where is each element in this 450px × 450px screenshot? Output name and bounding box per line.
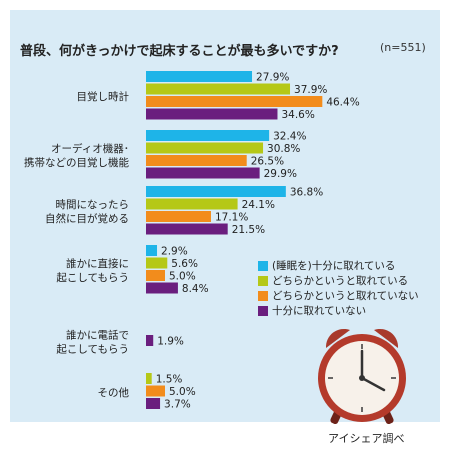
category-label: 誰かに電話で <box>66 328 129 341</box>
bar <box>146 155 247 166</box>
legend-item: (睡眠を)十分に取れている <box>258 258 419 273</box>
legend-label: 十分に取れていない <box>272 305 367 317</box>
category-label: 自然に目が覚める <box>45 212 129 225</box>
data-label: 8.4% <box>182 283 209 295</box>
bar <box>146 108 278 120</box>
data-label: 21.5% <box>232 224 265 236</box>
data-label: 27.9% <box>256 72 289 84</box>
bar <box>146 398 161 409</box>
legend-label: どちらかというと取れていない <box>272 290 419 302</box>
bar <box>146 142 264 154</box>
data-label: 26.5% <box>251 156 284 168</box>
bar <box>146 96 323 107</box>
source-credit: アイシェア調べ <box>328 432 405 445</box>
data-label: 5.6% <box>171 258 198 270</box>
bar <box>146 211 211 222</box>
bar <box>146 198 238 210</box>
legend-item: どちらかというと取れている <box>258 273 419 288</box>
bar <box>146 257 168 269</box>
legend-swatch <box>258 305 268 316</box>
bar <box>146 385 165 397</box>
bar <box>146 167 260 179</box>
chart-title: 普段、何がきっかけで起床することが最も多いですか? <box>20 44 339 59</box>
data-label: 1.9% <box>157 336 184 348</box>
category-label: 起こしてもらう <box>56 343 129 355</box>
data-label: 36.8% <box>290 187 323 199</box>
bar <box>146 223 228 235</box>
data-label: 1.5% <box>156 374 183 386</box>
legend: (睡眠を)十分に取れているどちらかというと取れている どちらかというと取れていない… <box>258 258 419 318</box>
legend-item: 十分に取れていない <box>258 303 419 318</box>
data-label: 24.1% <box>242 199 275 211</box>
category-label: 目覚し時計 <box>77 90 130 103</box>
bar <box>146 71 253 82</box>
bar <box>146 83 291 95</box>
sample-size-note: (n=551) <box>380 41 426 54</box>
category-label: オーディオ機器･ <box>51 142 129 155</box>
category-label: 起こしてもらう <box>56 272 129 284</box>
category-label: その他 <box>98 386 130 399</box>
legend-label: どちらかというと取れている <box>272 275 409 287</box>
data-label: 37.9% <box>294 84 327 96</box>
data-label: 3.7% <box>164 399 191 411</box>
bar <box>146 335 154 346</box>
data-label: 29.9% <box>264 168 297 180</box>
bar <box>146 130 270 141</box>
data-label: 17.1% <box>215 212 248 224</box>
category-label: 誰かに直接に <box>66 257 129 270</box>
data-label: 2.9% <box>161 246 188 258</box>
alarm-clock-icon <box>318 328 406 425</box>
legend-swatch <box>258 290 268 301</box>
bar <box>146 186 286 197</box>
data-label: 34.6% <box>281 109 314 121</box>
data-label: 30.8% <box>267 143 300 155</box>
legend-swatch <box>258 275 268 286</box>
legend-label: (睡眠を)十分に取れている <box>272 260 396 272</box>
bar <box>146 373 152 384</box>
data-label: 46.4% <box>326 97 359 109</box>
bar <box>146 245 158 256</box>
legend-swatch <box>258 260 268 271</box>
bar <box>146 270 165 281</box>
data-label: 5.0% <box>169 386 196 398</box>
data-label: 5.0% <box>169 271 196 283</box>
category-label: 携帯などの目覚し機能 <box>24 156 129 169</box>
category-label: 時間になったら <box>56 199 130 211</box>
legend-item: どちらかというと取れていない <box>258 288 419 303</box>
bar <box>146 282 178 294</box>
data-label: 32.4% <box>273 131 306 143</box>
